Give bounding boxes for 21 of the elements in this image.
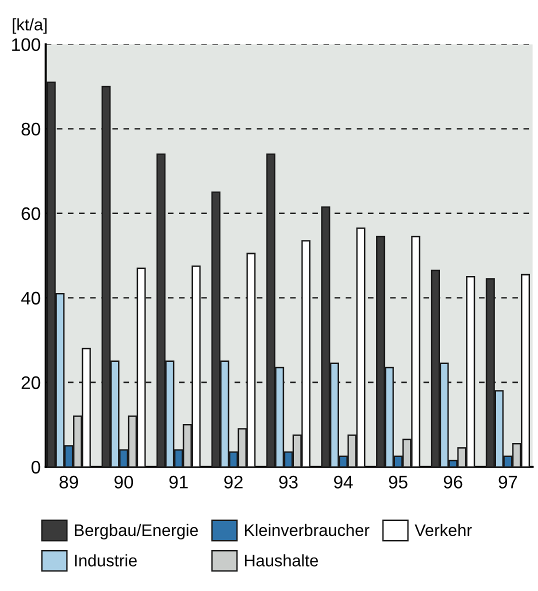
y-tick-label: 20	[22, 376, 40, 390]
y-tick-label: 60	[22, 207, 40, 220]
x-tick-label: 90	[114, 476, 134, 488]
y-tick-label: 40	[21, 292, 40, 305]
legend-label: Bergbau/Energie	[74, 524, 198, 540]
y-axis-title: [kt/a]	[12, 18, 47, 34]
legend-label: Verkehr	[414, 524, 472, 536]
x-tick-label: 91	[169, 476, 188, 488]
x-tick-label: 96	[444, 476, 462, 488]
x-tick-label: 89	[60, 476, 78, 488]
legend-label: Industrie	[75, 554, 137, 566]
x-tick-label: 95	[388, 476, 408, 488]
x-tick-label: 97	[498, 476, 518, 488]
x-tick-label: 93	[279, 476, 298, 488]
x-tick-label: 92	[224, 476, 243, 488]
y-tick-label: 100	[12, 38, 40, 52]
y-tick-label: 0	[32, 460, 40, 474]
y-tick-label: 80	[22, 122, 40, 136]
legend-label: Haushalte	[245, 554, 318, 566]
legend-label: Kleinverbraucher	[245, 524, 370, 536]
x-tick-label: 94	[334, 476, 353, 488]
